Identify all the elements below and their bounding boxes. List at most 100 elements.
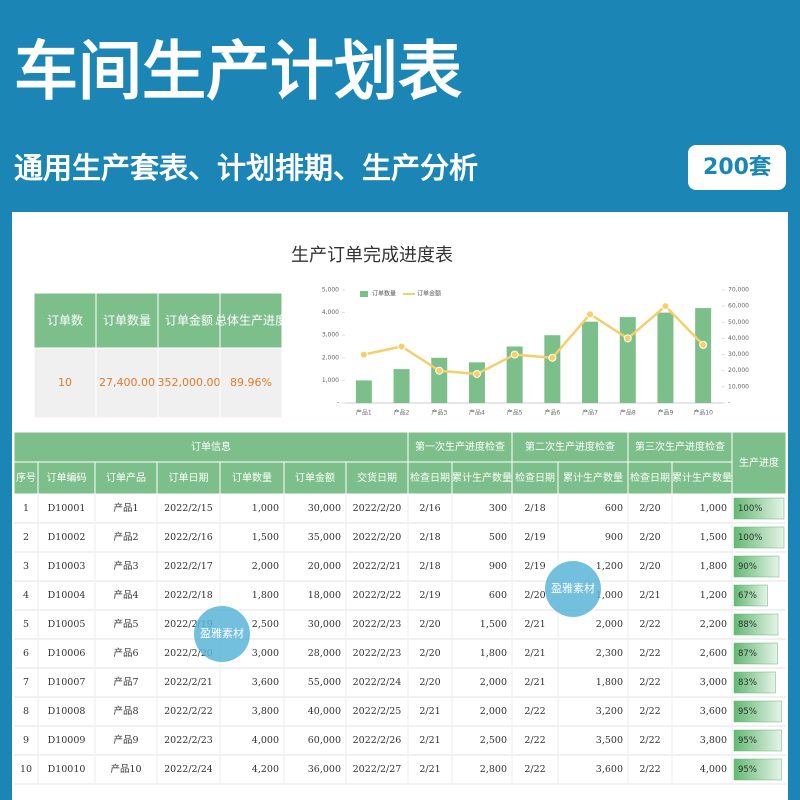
group-header-cell — [511, 431, 629, 463]
table-cell: 2,000 — [252, 561, 279, 572]
table-cell: 30,000 — [308, 619, 341, 630]
line-point — [699, 340, 708, 349]
progress-bar — [733, 729, 782, 752]
table-cell: 2/21 — [524, 677, 545, 688]
line-point — [548, 353, 557, 362]
summary-value: 10 — [58, 376, 72, 389]
table-cell: 产品2 — [113, 531, 138, 543]
table-cell: 2/20 — [419, 677, 440, 688]
table-cell: 1,000 — [700, 503, 727, 514]
column-header: 订单编码 — [47, 471, 87, 484]
table-cell: 2022/2/23 — [353, 619, 402, 630]
summary-value-cell — [95, 347, 159, 419]
line-point — [661, 302, 670, 311]
line-point — [472, 369, 481, 378]
x-tick-label: 产品8 — [620, 409, 636, 417]
chart-title: 生产订单完成进度表 — [291, 245, 453, 266]
table-cell: 1,200 — [596, 561, 623, 572]
group-header: 第一次生产进度检查 — [415, 440, 505, 453]
table-cell: 2/22 — [639, 764, 660, 775]
y2-tick-label: - — [728, 400, 730, 407]
table-cell: 2/21 — [524, 648, 545, 659]
table-cell: 2022/2/15 — [164, 503, 213, 514]
table-cell: 2022/2/20 — [353, 532, 402, 543]
table-cell: 2/16 — [419, 503, 440, 514]
column-header-cell — [451, 461, 513, 495]
table-cell: 产品9 — [113, 734, 138, 746]
table-cell: 1,500 — [252, 532, 279, 543]
bar — [393, 369, 410, 403]
bar — [355, 380, 372, 403]
progress-bar — [733, 758, 782, 781]
table-cell: 4,000 — [700, 764, 727, 775]
bar — [657, 312, 674, 403]
table-cell: D10004 — [48, 590, 86, 601]
table-cell: D10002 — [48, 532, 86, 543]
watermark: 盈雅素材 — [551, 581, 595, 595]
table-cell: 30,000 — [308, 503, 341, 514]
table-cell: 产品6 — [113, 647, 138, 659]
table-cell: 2/21 — [419, 706, 440, 717]
table-cell: 40,000 — [308, 706, 341, 717]
table-cell: 1,000 — [252, 503, 279, 514]
column-header-cell — [407, 461, 453, 495]
line-point — [359, 350, 368, 359]
table-cell: 2/20 — [419, 648, 440, 659]
line-point — [586, 310, 595, 319]
column-header: 订单数量 — [232, 471, 272, 484]
table-cell: 2/20 — [639, 503, 660, 514]
table-cell: 2 — [23, 532, 29, 543]
table-cell: 4,000 — [252, 735, 279, 746]
summary-header-cell — [95, 292, 159, 349]
table-cell: 2022/2/20 — [164, 648, 213, 659]
table-cell: 2,600 — [700, 648, 727, 659]
summary-value: 352,000.00 — [158, 376, 221, 389]
table-cell: 3,800 — [252, 706, 279, 717]
table-cell: 3 — [23, 561, 29, 572]
table-cell: 2022/2/22 — [353, 590, 402, 601]
table-cell: 3,800 — [700, 735, 727, 746]
table-cell: 产品5 — [113, 618, 138, 630]
column-header-cell — [13, 461, 39, 495]
group-header-cell — [13, 431, 409, 463]
column-header: 检查日期 — [630, 471, 670, 484]
table-cell: 3,000 — [700, 677, 727, 688]
progress-bar — [733, 671, 776, 694]
line-point — [623, 334, 632, 343]
column-header: 订单日期 — [169, 472, 209, 484]
progress-bar — [733, 555, 780, 578]
table-cell: 2022/2/20 — [353, 503, 402, 514]
legend-label: 订单数量 — [372, 290, 396, 298]
table-cell: 2/22 — [524, 706, 545, 717]
x-tick-label: 产品4 — [469, 409, 485, 417]
table-cell: 2,800 — [480, 764, 507, 775]
table-cell: 3,600 — [596, 764, 623, 775]
progress-bar — [733, 526, 785, 549]
x-tick-label: 产品2 — [394, 409, 410, 417]
group-header: 生产进度 — [739, 456, 779, 469]
table-cell: 35,000 — [308, 532, 341, 543]
y2-tick-label: 60,000 — [728, 303, 749, 310]
y-tick-label: 1,000 — [322, 377, 339, 384]
table-cell: D10003 — [48, 561, 86, 572]
watermark-circle — [194, 606, 250, 662]
progress-label: 90% — [738, 562, 757, 572]
y2-tick-label: 10,000 — [728, 383, 749, 390]
table-cell: 8 — [23, 706, 29, 717]
table-cell: 2/19 — [524, 532, 545, 543]
x-tick-label: 产品10 — [693, 409, 713, 417]
table-cell: 2,000 — [596, 619, 623, 630]
table-cell: 2022/2/24 — [164, 764, 213, 775]
table-cell: D10006 — [48, 648, 86, 659]
y-tick-label: 4,000 — [322, 309, 339, 316]
table-cell: 2/20 — [419, 619, 440, 630]
table-cell: 2,000 — [480, 706, 507, 717]
table-cell: 28,000 — [308, 648, 341, 659]
table-cell: 产品7 — [113, 676, 138, 688]
table-cell: 2/22 — [639, 619, 660, 630]
table-cell: 2022/2/17 — [164, 561, 213, 572]
table-cell: 2/22 — [639, 706, 660, 717]
table-cell: 1 — [23, 503, 29, 514]
table-cell: 3,600 — [700, 706, 727, 717]
